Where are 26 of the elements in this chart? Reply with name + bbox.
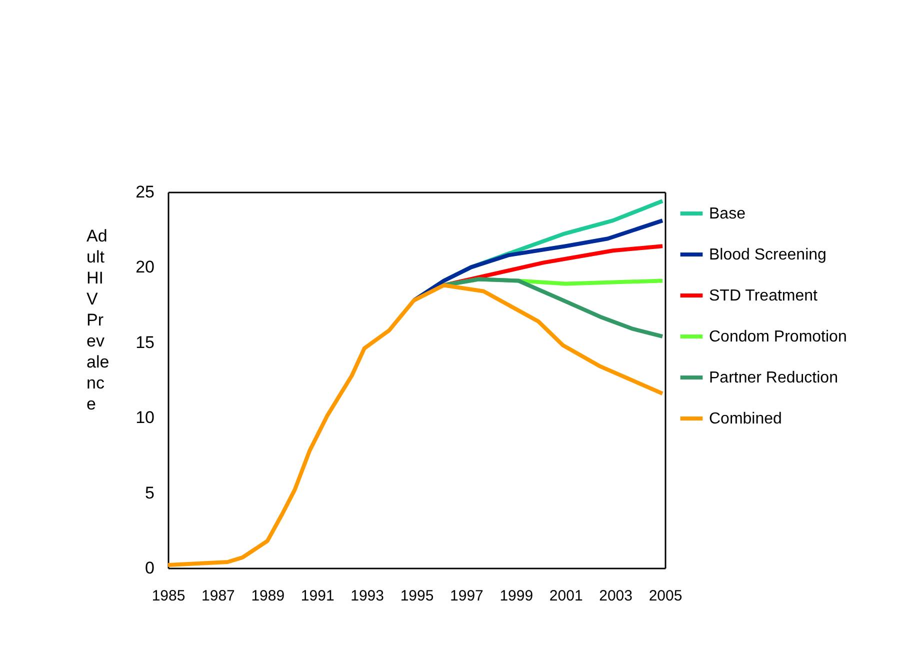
y-tick-label: 5: [145, 483, 154, 502]
x-tick-label: 2001: [549, 588, 583, 604]
line-series: [166, 283, 665, 567]
legend-label: Base: [709, 206, 746, 222]
x-tick-label: 1989: [251, 588, 285, 604]
y-tick-label: 0: [145, 558, 154, 578]
y-tick-label: 25: [136, 182, 154, 202]
x-tick-label: 1993: [350, 588, 384, 604]
x-tick-label: 1995: [400, 588, 434, 604]
legend-label: Partner Reduction: [709, 370, 838, 386]
x-tick-label: 1999: [500, 588, 534, 604]
text: Adult HIV Prevalence: [86, 226, 110, 414]
x-tick-label: 1991: [300, 588, 334, 604]
legend-label: Condom Promotion: [709, 328, 847, 346]
y-tick-label: 10: [136, 408, 154, 428]
legend-label: Blood Screening: [709, 246, 826, 264]
legend-label: Combined: [709, 410, 782, 428]
x-tick-label: 1997: [450, 588, 484, 604]
x-tick-label: 2005: [648, 588, 682, 604]
x-tick-label: 2003: [599, 588, 632, 604]
x-tick-label: 1987: [202, 588, 235, 604]
x-tick-label: 1985: [152, 588, 186, 604]
legend-label: STD Treatment: [709, 288, 818, 304]
y-tick-label: 15: [136, 332, 154, 352]
line-series: [442, 277, 665, 338]
y-tick-label: 20: [136, 258, 154, 277]
